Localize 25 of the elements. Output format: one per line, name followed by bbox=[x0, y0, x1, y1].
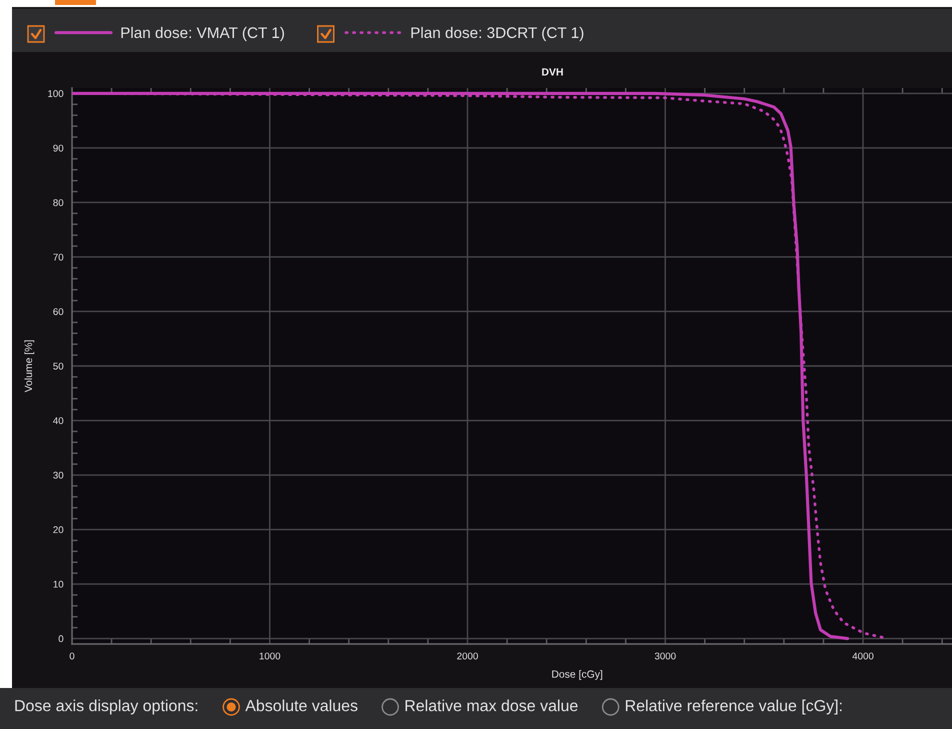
y-tick-label: 70 bbox=[53, 254, 64, 261]
y-tick-label: 80 bbox=[53, 199, 64, 206]
legend-label: Plan dose: 3DCRT (CT 1) bbox=[411, 26, 584, 42]
y-tick-label: 50 bbox=[53, 362, 64, 370]
y-tick-label: 90 bbox=[53, 144, 64, 152]
text: Relative reference value [cGy]: bbox=[626, 700, 842, 714]
y-tick-label: 30 bbox=[53, 472, 64, 479]
y-axis-title: Volume [%] bbox=[24, 340, 34, 392]
x-tick-label: 4000 bbox=[852, 652, 874, 660]
y-tick-label: 0 bbox=[58, 635, 64, 642]
text: Absolute values bbox=[245, 700, 358, 712]
x-tick-label: 0 bbox=[70, 652, 74, 660]
y-tick-label: 40 bbox=[53, 417, 64, 424]
x-tick-label: 3000 bbox=[654, 652, 676, 660]
chart-title: DVH bbox=[542, 68, 563, 76]
y-tick-label: 10 bbox=[54, 580, 64, 588]
x-axis-title: Dose [cGy] bbox=[552, 670, 602, 680]
y-tick-label: 60 bbox=[53, 308, 64, 316]
y-tick-label: 100 bbox=[48, 90, 64, 98]
legend-label: Plan dose: VMAT (CT 1) bbox=[121, 26, 284, 42]
x-tick-label: 1000 bbox=[260, 652, 280, 660]
text: Dose axis display options: bbox=[15, 700, 198, 714]
x-tick-label: 2000 bbox=[457, 652, 478, 660]
y-tick-label: 20 bbox=[53, 526, 64, 534]
text: Relative max dose value bbox=[406, 700, 578, 712]
